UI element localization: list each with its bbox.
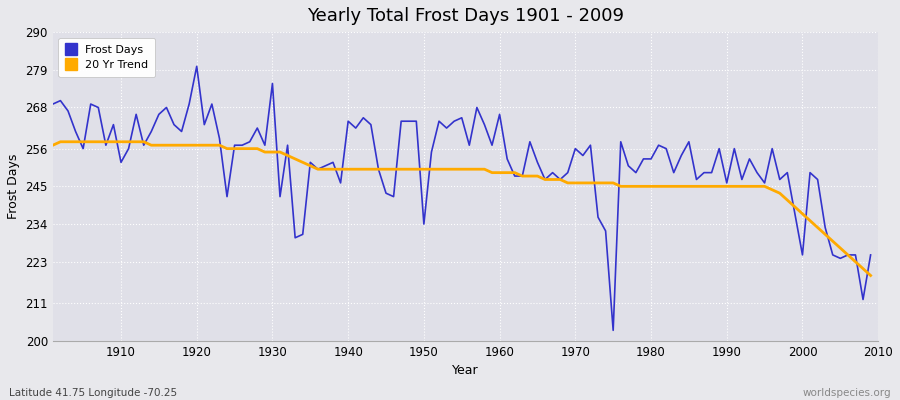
Frost Days	[502, 156, 513, 161]
Y-axis label: Frost Days: Frost Days	[7, 154, 20, 219]
Legend: Frost Days, 20 Yr Trend: Frost Days, 20 Yr Trend	[58, 38, 155, 77]
20 Yr Trend	[592, 180, 603, 185]
20 Yr Trend	[494, 170, 505, 175]
20 Yr Trend	[283, 153, 293, 158]
Line: Frost Days: Frost Days	[53, 66, 870, 330]
Title: Yearly Total Frost Days 1901 - 2009: Yearly Total Frost Days 1901 - 2009	[307, 7, 624, 25]
Frost Days	[328, 160, 338, 165]
Frost Days	[108, 122, 119, 127]
Frost Days	[494, 112, 505, 117]
20 Yr Trend	[328, 167, 338, 172]
Text: worldspecies.org: worldspecies.org	[803, 388, 891, 398]
Line: 20 Yr Trend: 20 Yr Trend	[53, 142, 870, 276]
20 Yr Trend	[55, 139, 66, 144]
20 Yr Trend	[48, 143, 58, 148]
Frost Days	[608, 328, 618, 333]
20 Yr Trend	[865, 273, 876, 278]
Frost Days	[192, 64, 202, 69]
Text: Latitude 41.75 Longitude -70.25: Latitude 41.75 Longitude -70.25	[9, 388, 177, 398]
Frost Days	[592, 215, 603, 220]
X-axis label: Year: Year	[452, 364, 479, 377]
20 Yr Trend	[502, 170, 513, 175]
20 Yr Trend	[115, 139, 126, 144]
Frost Days	[865, 252, 876, 257]
Frost Days	[283, 143, 293, 148]
Frost Days	[48, 102, 58, 106]
